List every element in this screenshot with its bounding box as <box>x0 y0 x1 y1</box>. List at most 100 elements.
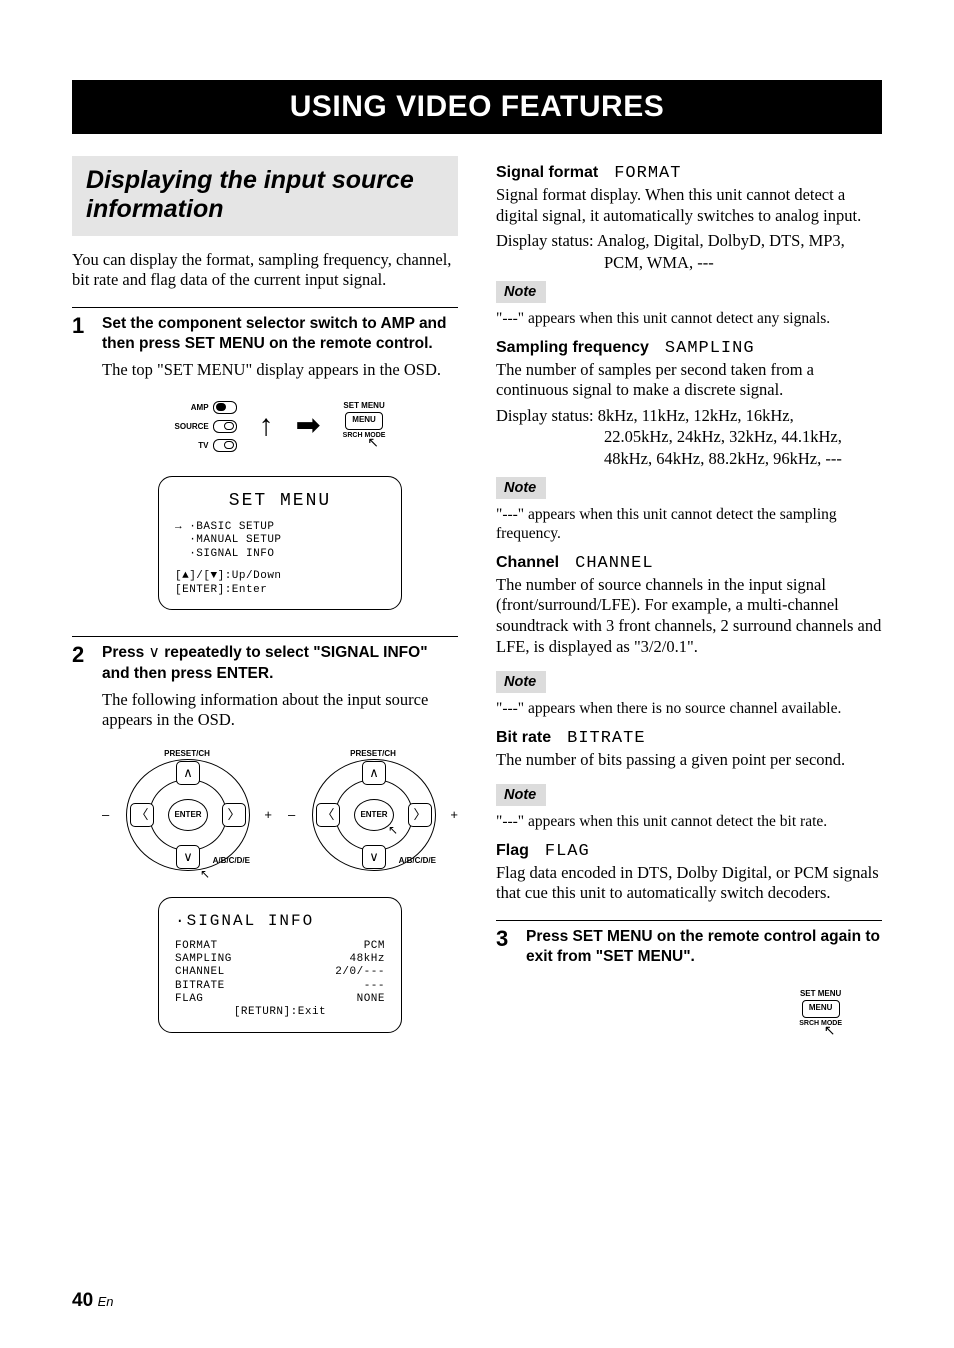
dpad-top-label: PRESET/CH <box>350 749 396 758</box>
step-instr-pre: Press <box>102 644 149 661</box>
dpad-bottom-label: A/B/C/D/E <box>213 856 250 865</box>
set-menu-label: SET MENU <box>343 401 384 410</box>
osd-row: SAMPLING48kHz <box>175 953 385 966</box>
section-banner: USING VIDEO FEATURES <box>72 80 882 134</box>
intro-text: You can display the format, sampling fre… <box>72 250 458 291</box>
term-mono: BITRATE <box>567 729 645 748</box>
page-number-value: 40 <box>72 1290 93 1311</box>
section-title: Displaying the input source information <box>86 166 444 224</box>
step-2: 2 Press ∨ repeatedly to select "SIGNAL I… <box>72 636 458 1052</box>
osd-title: SET MENU <box>175 491 385 511</box>
dpad-minus-label: – <box>102 807 109 822</box>
menu-button: MENU <box>345 412 383 430</box>
set-menu-label: SET MENU <box>800 989 841 998</box>
page-number: 40 En <box>72 1290 114 1312</box>
note-text: "---" appears when this unit cannot dete… <box>496 309 882 328</box>
step-instruction: Press SET MENU on the remote control aga… <box>526 927 882 967</box>
dpad-down-button: ∨ <box>176 845 200 869</box>
step-instruction: Press ∨ repeatedly to select "SIGNAL INF… <box>102 643 458 683</box>
osd-row: BITRATE--- <box>175 980 385 993</box>
osd-row: FLAGNONE <box>175 993 385 1006</box>
menu-button: MENU <box>802 1000 840 1018</box>
arrow-up-icon: ↑ <box>259 411 274 441</box>
press-arrow-icon: ↖ <box>200 867 210 882</box>
term-body: The number of samples per second taken f… <box>496 360 882 401</box>
manual-page: USING VIDEO FEATURES Displaying the inpu… <box>0 0 954 1348</box>
note-text: "---" appears when there is no source ch… <box>496 699 882 718</box>
down-caret-icon: ∨ <box>149 644 160 661</box>
term-mono: SAMPLING <box>665 339 755 358</box>
left-column: Displaying the input source information … <box>72 156 458 1064</box>
display-status: Display status: 8kHz, 11kHz, 12kHz, 16kH… <box>496 405 882 426</box>
dpad-up-button: ∧ <box>362 761 386 785</box>
step-subtext: The top "SET MENU" display appears in th… <box>102 360 458 381</box>
term-sampling: Sampling frequency SAMPLING <box>496 339 882 358</box>
dpad-bottom-label: A/B/C/D/E <box>399 856 436 865</box>
step-body: Press ∨ repeatedly to select "SIGNAL INF… <box>102 643 458 1052</box>
osd-help-line: [▲]/[▼]:Up/Down <box>175 570 385 584</box>
step-body: Set the component selector switch to AMP… <box>102 314 458 631</box>
dpad-plus-label: + <box>264 807 272 822</box>
dpad-diagram-1: PRESET/CH – + ∧ ∨ 〈 〉 ENTER A/B/C/D/E ↖ <box>102 749 272 879</box>
dpad-top-label: PRESET/CH <box>164 749 210 758</box>
note-text: "---" appears when this unit cannot dete… <box>496 812 882 831</box>
display-status-line2: 22.05kHz, 24kHz, 32kHz, 44.1kHz, <box>496 426 882 447</box>
dpad-left-button: 〈 <box>316 803 340 827</box>
term-mono: FORMAT <box>614 164 681 183</box>
dpad-diagram-2: PRESET/CH – + ∧ ∨ 〈 〉 ENTER A/B/C/D/E ↖ <box>288 749 458 879</box>
osd-signal-info-box: ·SIGNAL INFO FORMATPCM SAMPLING48kHz CHA… <box>158 897 402 1033</box>
step-instruction: Set the component selector switch to AMP… <box>102 314 458 354</box>
osd-set-menu-box: SET MENU → ·BASIC SETUP ·MANUAL SETUP ·S… <box>158 476 402 611</box>
press-arrow-icon: ↖ <box>388 823 398 838</box>
dpad-right-button: 〉 <box>408 803 432 827</box>
switch-label-amp: AMP <box>175 403 209 412</box>
osd-row: FORMATPCM <box>175 940 385 953</box>
term-mono: CHANNEL <box>575 554 653 573</box>
srch-mode-label: SRCH MODE <box>799 1020 842 1027</box>
osd-line: ·MANUAL SETUP <box>175 534 385 548</box>
dpad-diagram-area: PRESET/CH – + ∧ ∨ 〈 〉 ENTER A/B/C/D/E ↖ <box>102 749 458 879</box>
display-status-line3: 48kHz, 64kHz, 88.2kHz, 96kHz, --- <box>496 448 882 469</box>
term-body: The number of source channels in the inp… <box>496 575 882 658</box>
display-status: Display status: Analog, Digital, DolbyD,… <box>496 230 882 251</box>
term-mono: FLAG <box>545 842 590 861</box>
term-channel: Channel CHANNEL <box>496 554 882 573</box>
osd-title: ·SIGNAL INFO <box>175 912 385 930</box>
dpad-down-button: ∨ <box>362 845 386 869</box>
step-number: 3 <box>496 927 526 1064</box>
switch-label-source: SOURCE <box>175 422 209 431</box>
menu-button-graphic: SET MENU MENU SRCH MODE ↖ <box>343 401 386 452</box>
note-text: "---" appears when this unit cannot dete… <box>496 505 882 544</box>
osd-help-line: [ENTER]:Enter <box>175 584 385 598</box>
switch-pill-amp <box>213 401 237 414</box>
switch-pill-source <box>213 420 237 433</box>
term-label: Sampling frequency <box>496 339 649 356</box>
switch-pill-tv <box>213 439 237 452</box>
dpad-right-button: 〉 <box>222 803 246 827</box>
press-arrow-icon: ↖ <box>824 1023 836 1040</box>
note-label: Note <box>496 671 546 693</box>
term-body: Signal format display. When this unit ca… <box>496 185 882 226</box>
srch-mode-label: SRCH MODE <box>343 432 386 439</box>
selector-switch-stack: AMP SOURCE TV <box>175 401 237 452</box>
step-number: 1 <box>72 314 102 631</box>
note-label: Note <box>496 784 546 806</box>
term-bitrate: Bit rate BITRATE <box>496 729 882 748</box>
step-subtext: The following information about the inpu… <box>102 690 458 731</box>
term-body: The number of bits passing a given point… <box>496 750 882 771</box>
press-arrow-icon: ↖ <box>367 435 379 452</box>
page-number-lang: En <box>98 1294 114 1309</box>
osd-help-line: [RETURN]:Exit <box>175 1006 385 1020</box>
term-label: Channel <box>496 554 559 571</box>
menu-button-diagram: SET MENU MENU SRCH MODE ↖ <box>526 983 882 1040</box>
term-label: Flag <box>496 842 529 859</box>
two-column-layout: Displaying the input source information … <box>72 156 882 1064</box>
remote-switch-diagram: AMP SOURCE TV <box>102 397 458 452</box>
term-label: Signal format <box>496 164 598 181</box>
arrow-right-icon: ➡ <box>296 411 321 441</box>
section-title-box: Displaying the input source information <box>72 156 458 236</box>
osd-row: CHANNEL2/0/--- <box>175 966 385 979</box>
step-3: 3 Press SET MENU on the remote control a… <box>496 920 882 1064</box>
display-status-line2: PCM, WMA, --- <box>496 252 882 273</box>
term-label: Bit rate <box>496 729 551 746</box>
